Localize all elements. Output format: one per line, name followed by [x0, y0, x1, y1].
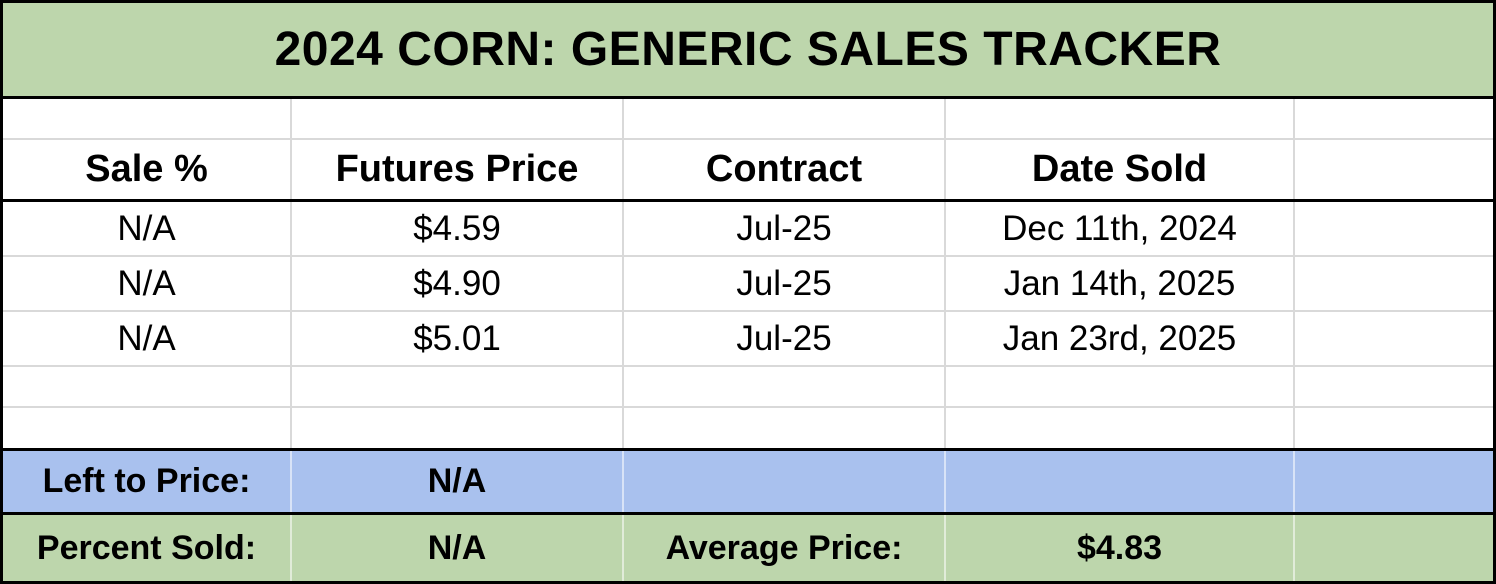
average-price-label[interactable]: Average Price:	[624, 515, 946, 581]
page-title[interactable]: 2024 CORN: GENERIC SALES TRACKER	[274, 23, 1222, 76]
header-row: Sale % Futures Price Contract Date Sold	[3, 140, 1493, 202]
left-to-price-row: Left to Price: N/A	[3, 448, 1493, 515]
title-row: 2024 CORN: GENERIC SALES TRACKER	[3, 3, 1493, 99]
empty-cell[interactable]	[3, 99, 292, 138]
empty-cell[interactable]	[1295, 515, 1493, 581]
spacer-row	[3, 99, 1493, 140]
empty-cell[interactable]	[624, 99, 946, 138]
cell-sale-percent[interactable]: N/A	[3, 312, 292, 365]
empty-cell[interactable]	[946, 99, 1295, 138]
cell-contract[interactable]: Jul-25	[624, 312, 946, 365]
empty-cell[interactable]	[1295, 202, 1493, 255]
empty-cell[interactable]	[3, 367, 292, 406]
empty-cell[interactable]	[1295, 408, 1493, 448]
percent-sold-label[interactable]: Percent Sold:	[3, 515, 292, 581]
empty-cell[interactable]	[292, 367, 624, 406]
header-empty[interactable]	[1295, 140, 1493, 199]
header-sale-percent[interactable]: Sale %	[3, 140, 292, 199]
cell-futures-price[interactable]: $4.90	[292, 257, 624, 310]
empty-cell[interactable]	[1295, 367, 1493, 406]
header-date-sold[interactable]: Date Sold	[946, 140, 1295, 199]
table-row: N/A $4.90 Jul-25 Jan 14th, 2025	[3, 257, 1493, 312]
empty-cell[interactable]	[946, 451, 1295, 512]
cell-futures-price[interactable]: $5.01	[292, 312, 624, 365]
blank-row	[3, 367, 1493, 408]
empty-cell[interactable]	[1295, 99, 1493, 138]
table-row: N/A $4.59 Jul-25 Dec 11th, 2024	[3, 202, 1493, 257]
empty-cell[interactable]	[946, 367, 1295, 406]
empty-cell[interactable]	[1295, 451, 1493, 512]
cell-contract[interactable]: Jul-25	[624, 257, 946, 310]
cell-futures-price[interactable]: $4.59	[292, 202, 624, 255]
header-contract[interactable]: Contract	[624, 140, 946, 199]
empty-cell[interactable]	[1295, 312, 1493, 365]
left-to-price-label[interactable]: Left to Price:	[3, 451, 292, 512]
cell-sale-percent[interactable]: N/A	[3, 202, 292, 255]
empty-cell[interactable]	[292, 408, 624, 448]
empty-cell[interactable]	[624, 367, 946, 406]
cell-sale-percent[interactable]: N/A	[3, 257, 292, 310]
empty-cell[interactable]	[292, 99, 624, 138]
average-price-value[interactable]: $4.83	[946, 515, 1295, 581]
percent-sold-value[interactable]: N/A	[292, 515, 624, 581]
empty-cell[interactable]	[1295, 257, 1493, 310]
header-futures-price[interactable]: Futures Price	[292, 140, 624, 199]
blank-row	[3, 408, 1493, 448]
percent-sold-row: Percent Sold: N/A Average Price: $4.83	[3, 515, 1493, 581]
empty-cell[interactable]	[624, 408, 946, 448]
empty-cell[interactable]	[946, 408, 1295, 448]
cell-contract[interactable]: Jul-25	[624, 202, 946, 255]
left-to-price-value[interactable]: N/A	[292, 451, 624, 512]
empty-cell[interactable]	[3, 408, 292, 448]
cell-date-sold[interactable]: Jan 14th, 2025	[946, 257, 1295, 310]
cell-date-sold[interactable]: Jan 23rd, 2025	[946, 312, 1295, 365]
cell-date-sold[interactable]: Dec 11th, 2024	[946, 202, 1295, 255]
table-row: N/A $5.01 Jul-25 Jan 23rd, 2025	[3, 312, 1493, 367]
empty-cell[interactable]	[624, 451, 946, 512]
